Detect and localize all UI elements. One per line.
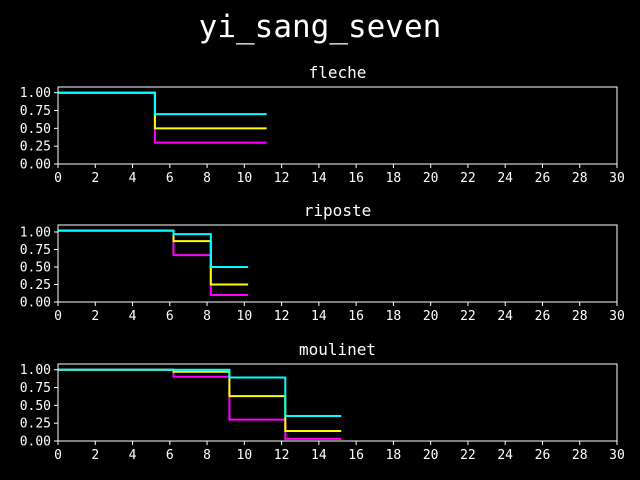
series-line-1 (58, 368, 342, 440)
y-tick-label: 1.00 (20, 363, 51, 378)
x-tick-label: 20 (423, 448, 439, 463)
x-tick-label: 4 (129, 309, 137, 324)
x-tick-label: 30 (609, 309, 625, 324)
x-tick-label: 0 (54, 448, 62, 463)
x-tick-label: 2 (91, 171, 99, 186)
y-tick-label: 1.00 (20, 226, 51, 241)
y-tick-label: 0.50 (20, 122, 51, 137)
series-line-2 (58, 368, 342, 432)
x-tick-label: 28 (572, 171, 588, 186)
x-tick-label: 24 (497, 448, 513, 463)
y-tick-label: 0.00 (20, 435, 51, 450)
x-tick-label: 22 (460, 171, 476, 186)
panel-title: riposte (304, 201, 371, 220)
x-tick-label: 16 (348, 309, 364, 324)
x-tick-label: 30 (609, 171, 625, 186)
x-tick-label: 14 (311, 448, 327, 463)
x-tick-label: 24 (497, 171, 513, 186)
x-tick-label: 20 (423, 171, 439, 186)
x-tick-label: 18 (386, 171, 402, 186)
x-tick-label: 12 (274, 309, 290, 324)
y-tick-label: 0.75 (20, 243, 51, 258)
x-tick-label: 14 (311, 309, 327, 324)
y-tick-label: 0.25 (20, 140, 51, 155)
x-tick-label: 8 (203, 171, 211, 186)
x-tick-label: 4 (129, 448, 137, 463)
x-tick-label: 26 (535, 448, 551, 463)
axes-frame (57, 86, 618, 165)
x-tick-label: 20 (423, 309, 439, 324)
x-tick-label: 18 (386, 448, 402, 463)
y-tick-label: 0.50 (20, 261, 51, 276)
x-tick-label: 22 (460, 309, 476, 324)
x-tick-label: 4 (129, 171, 137, 186)
figure-title: yi_sang_seven (199, 9, 442, 45)
x-tick-label: 16 (348, 448, 364, 463)
y-tick-label: 0.75 (20, 381, 51, 396)
series-line-2 (58, 91, 267, 130)
x-tick-label: 0 (54, 309, 62, 324)
x-tick-label: 18 (386, 309, 402, 324)
y-tick-label: 0.00 (20, 296, 51, 311)
y-tick-label: 0.50 (20, 399, 51, 414)
series-line-2 (58, 229, 249, 286)
axes-frame (57, 363, 618, 442)
series-line-1 (58, 91, 267, 144)
x-tick-label: 6 (166, 448, 174, 463)
x-tick-label: 28 (572, 448, 588, 463)
x-tick-label: 24 (497, 309, 513, 324)
x-tick-label: 6 (166, 309, 174, 324)
y-tick-label: 0.00 (20, 158, 51, 173)
x-tick-label: 28 (572, 309, 588, 324)
x-tick-label: 30 (609, 448, 625, 463)
x-tick-label: 10 (237, 309, 253, 324)
x-tick-label: 8 (203, 448, 211, 463)
panel-title: moulinet (299, 340, 376, 359)
series-line-3 (58, 368, 342, 417)
x-tick-label: 22 (460, 448, 476, 463)
x-tick-label: 26 (535, 309, 551, 324)
x-tick-label: 2 (91, 309, 99, 324)
x-tick-label: 2 (91, 448, 99, 463)
axes-frame (57, 224, 618, 303)
x-tick-label: 10 (237, 448, 253, 463)
x-tick-label: 6 (166, 171, 174, 186)
x-tick-label: 12 (274, 448, 290, 463)
series-line-3 (58, 229, 249, 268)
y-tick-label: 0.75 (20, 104, 51, 119)
y-tick-label: 0.25 (20, 417, 51, 432)
y-tick-label: 1.00 (20, 86, 51, 101)
x-tick-label: 26 (535, 171, 551, 186)
x-tick-label: 12 (274, 171, 290, 186)
y-tick-label: 0.25 (20, 278, 51, 293)
x-tick-label: 10 (237, 171, 253, 186)
x-tick-label: 8 (203, 309, 211, 324)
series-line-3 (58, 91, 267, 116)
x-tick-label: 14 (311, 171, 327, 186)
panel-title: fleche (309, 63, 367, 82)
x-tick-label: 0 (54, 171, 62, 186)
x-tick-label: 16 (348, 171, 364, 186)
